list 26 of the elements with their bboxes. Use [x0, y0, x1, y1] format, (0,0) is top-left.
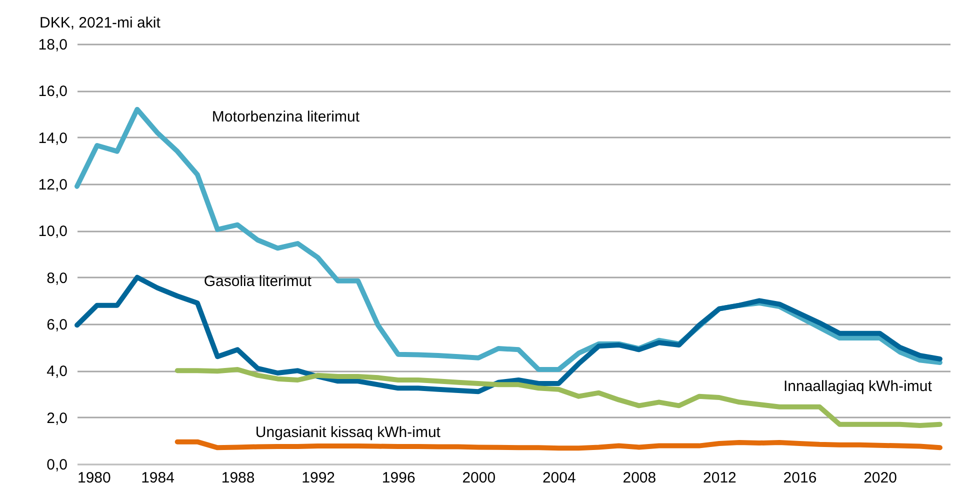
text: Motorbenzina literimut — [212, 108, 360, 126]
series-label: Gasolia literimut — [204, 272, 312, 290]
x-tick-label: 2016 — [783, 470, 817, 486]
y-tick-label: 8,0 — [46, 270, 68, 287]
x-tick-label: 1980 — [78, 470, 111, 486]
x-tick-label: 2008 — [622, 470, 656, 486]
y-tick-label: 4,0 — [46, 363, 68, 380]
x-tick-label: 2004 — [542, 470, 576, 486]
y-tick-label: 14,0 — [38, 130, 68, 147]
y-tick-label: 16,0 — [38, 83, 68, 100]
series-label: Innaallagiaq kWh-imut — [783, 378, 933, 395]
y-tick-label: 6,0 — [46, 316, 68, 334]
y-axis-title: DKK, 2021-mi akit — [40, 14, 162, 32]
y-tick-label: 10,0 — [38, 223, 68, 240]
x-tick-label: 1984 — [141, 470, 174, 486]
x-tick-label: 2000 — [462, 470, 496, 486]
y-tick-label: 0,0 — [46, 456, 68, 474]
y-tick-label: 12,0 — [38, 176, 68, 194]
x-tick-label: 1996 — [382, 470, 416, 486]
x-tick-label: 1992 — [302, 470, 336, 486]
y-tick-label: 2,0 — [46, 410, 68, 427]
series-label: Ungasianit kissaq kWh-imut — [255, 424, 442, 442]
x-tick-label: 2012 — [703, 470, 736, 486]
x-tick-label: 2020 — [864, 470, 897, 486]
x-tick-label: 1988 — [221, 470, 255, 486]
y-tick-label: 18,0 — [38, 36, 68, 54]
